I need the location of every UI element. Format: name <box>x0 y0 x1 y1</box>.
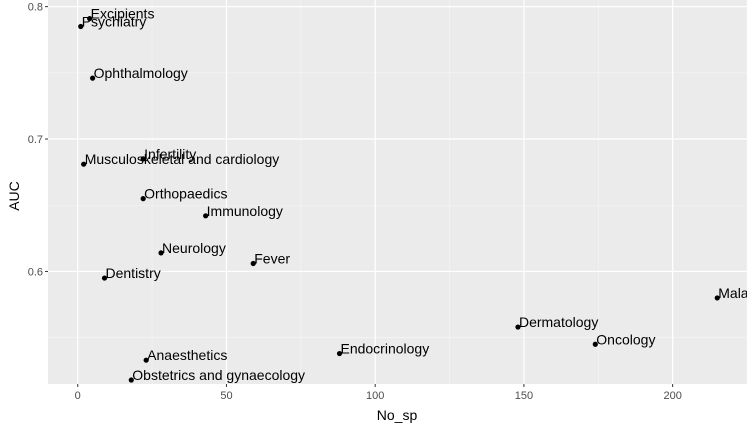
point-label: Oncology <box>596 331 655 347</box>
point-label: Obstetrics and gynaecology <box>132 367 305 383</box>
data-point <box>203 213 209 219</box>
data-point <box>158 250 164 256</box>
x-axis-title: No_sp <box>377 407 418 423</box>
point-label: Malaria <box>718 285 747 301</box>
x-tick-label: 150 <box>515 390 533 402</box>
point-label: Neurology <box>162 240 226 256</box>
data-point <box>140 196 146 202</box>
point-label: Musculoskeletal and cardiology <box>85 151 280 167</box>
point-label: Anaesthetics <box>147 347 227 363</box>
point-label: Orthopaedics <box>144 186 227 202</box>
point-label: Ophthalmology <box>94 65 188 81</box>
data-point <box>78 23 84 30</box>
y-tick-label: 0.7 <box>28 134 43 146</box>
y-tick-label: 0.8 <box>28 2 43 14</box>
data-point <box>90 75 96 81</box>
point-label: Endocrinology <box>340 341 429 357</box>
data-point <box>143 357 149 363</box>
data-point <box>128 377 134 383</box>
point-label: Fever <box>254 251 290 267</box>
data-point <box>714 295 720 301</box>
data-points <box>78 15 720 383</box>
data-point <box>592 341 598 347</box>
data-point <box>101 275 108 281</box>
point-label: Psychiatry <box>82 13 147 29</box>
x-tick-label: 0 <box>75 390 81 402</box>
data-point <box>81 161 87 167</box>
point-label: Dentistry <box>106 265 161 281</box>
minor-gridlines <box>48 0 747 384</box>
x-tick-label: 100 <box>366 390 384 402</box>
x-tick-label: 50 <box>220 390 232 402</box>
y-axis: 0.6 0.7 0.8 <box>28 2 48 278</box>
point-label: Infertility <box>144 146 196 162</box>
point-label: Immunology <box>207 203 283 219</box>
data-point <box>140 156 146 162</box>
x-tick-label: 200 <box>663 390 681 402</box>
y-axis-title: AUC <box>6 181 22 211</box>
data-point <box>515 324 521 330</box>
y-tick-label: 0.6 <box>28 266 43 278</box>
plot-panel <box>48 0 747 384</box>
point-label: Excipients <box>91 6 155 22</box>
point-label: Dermatology <box>519 314 598 330</box>
data-point <box>336 350 343 357</box>
x-axis: 0 50 100 150 200 <box>75 384 682 402</box>
data-point <box>250 260 256 267</box>
data-point <box>87 15 93 22</box>
major-gridlines <box>48 0 747 384</box>
